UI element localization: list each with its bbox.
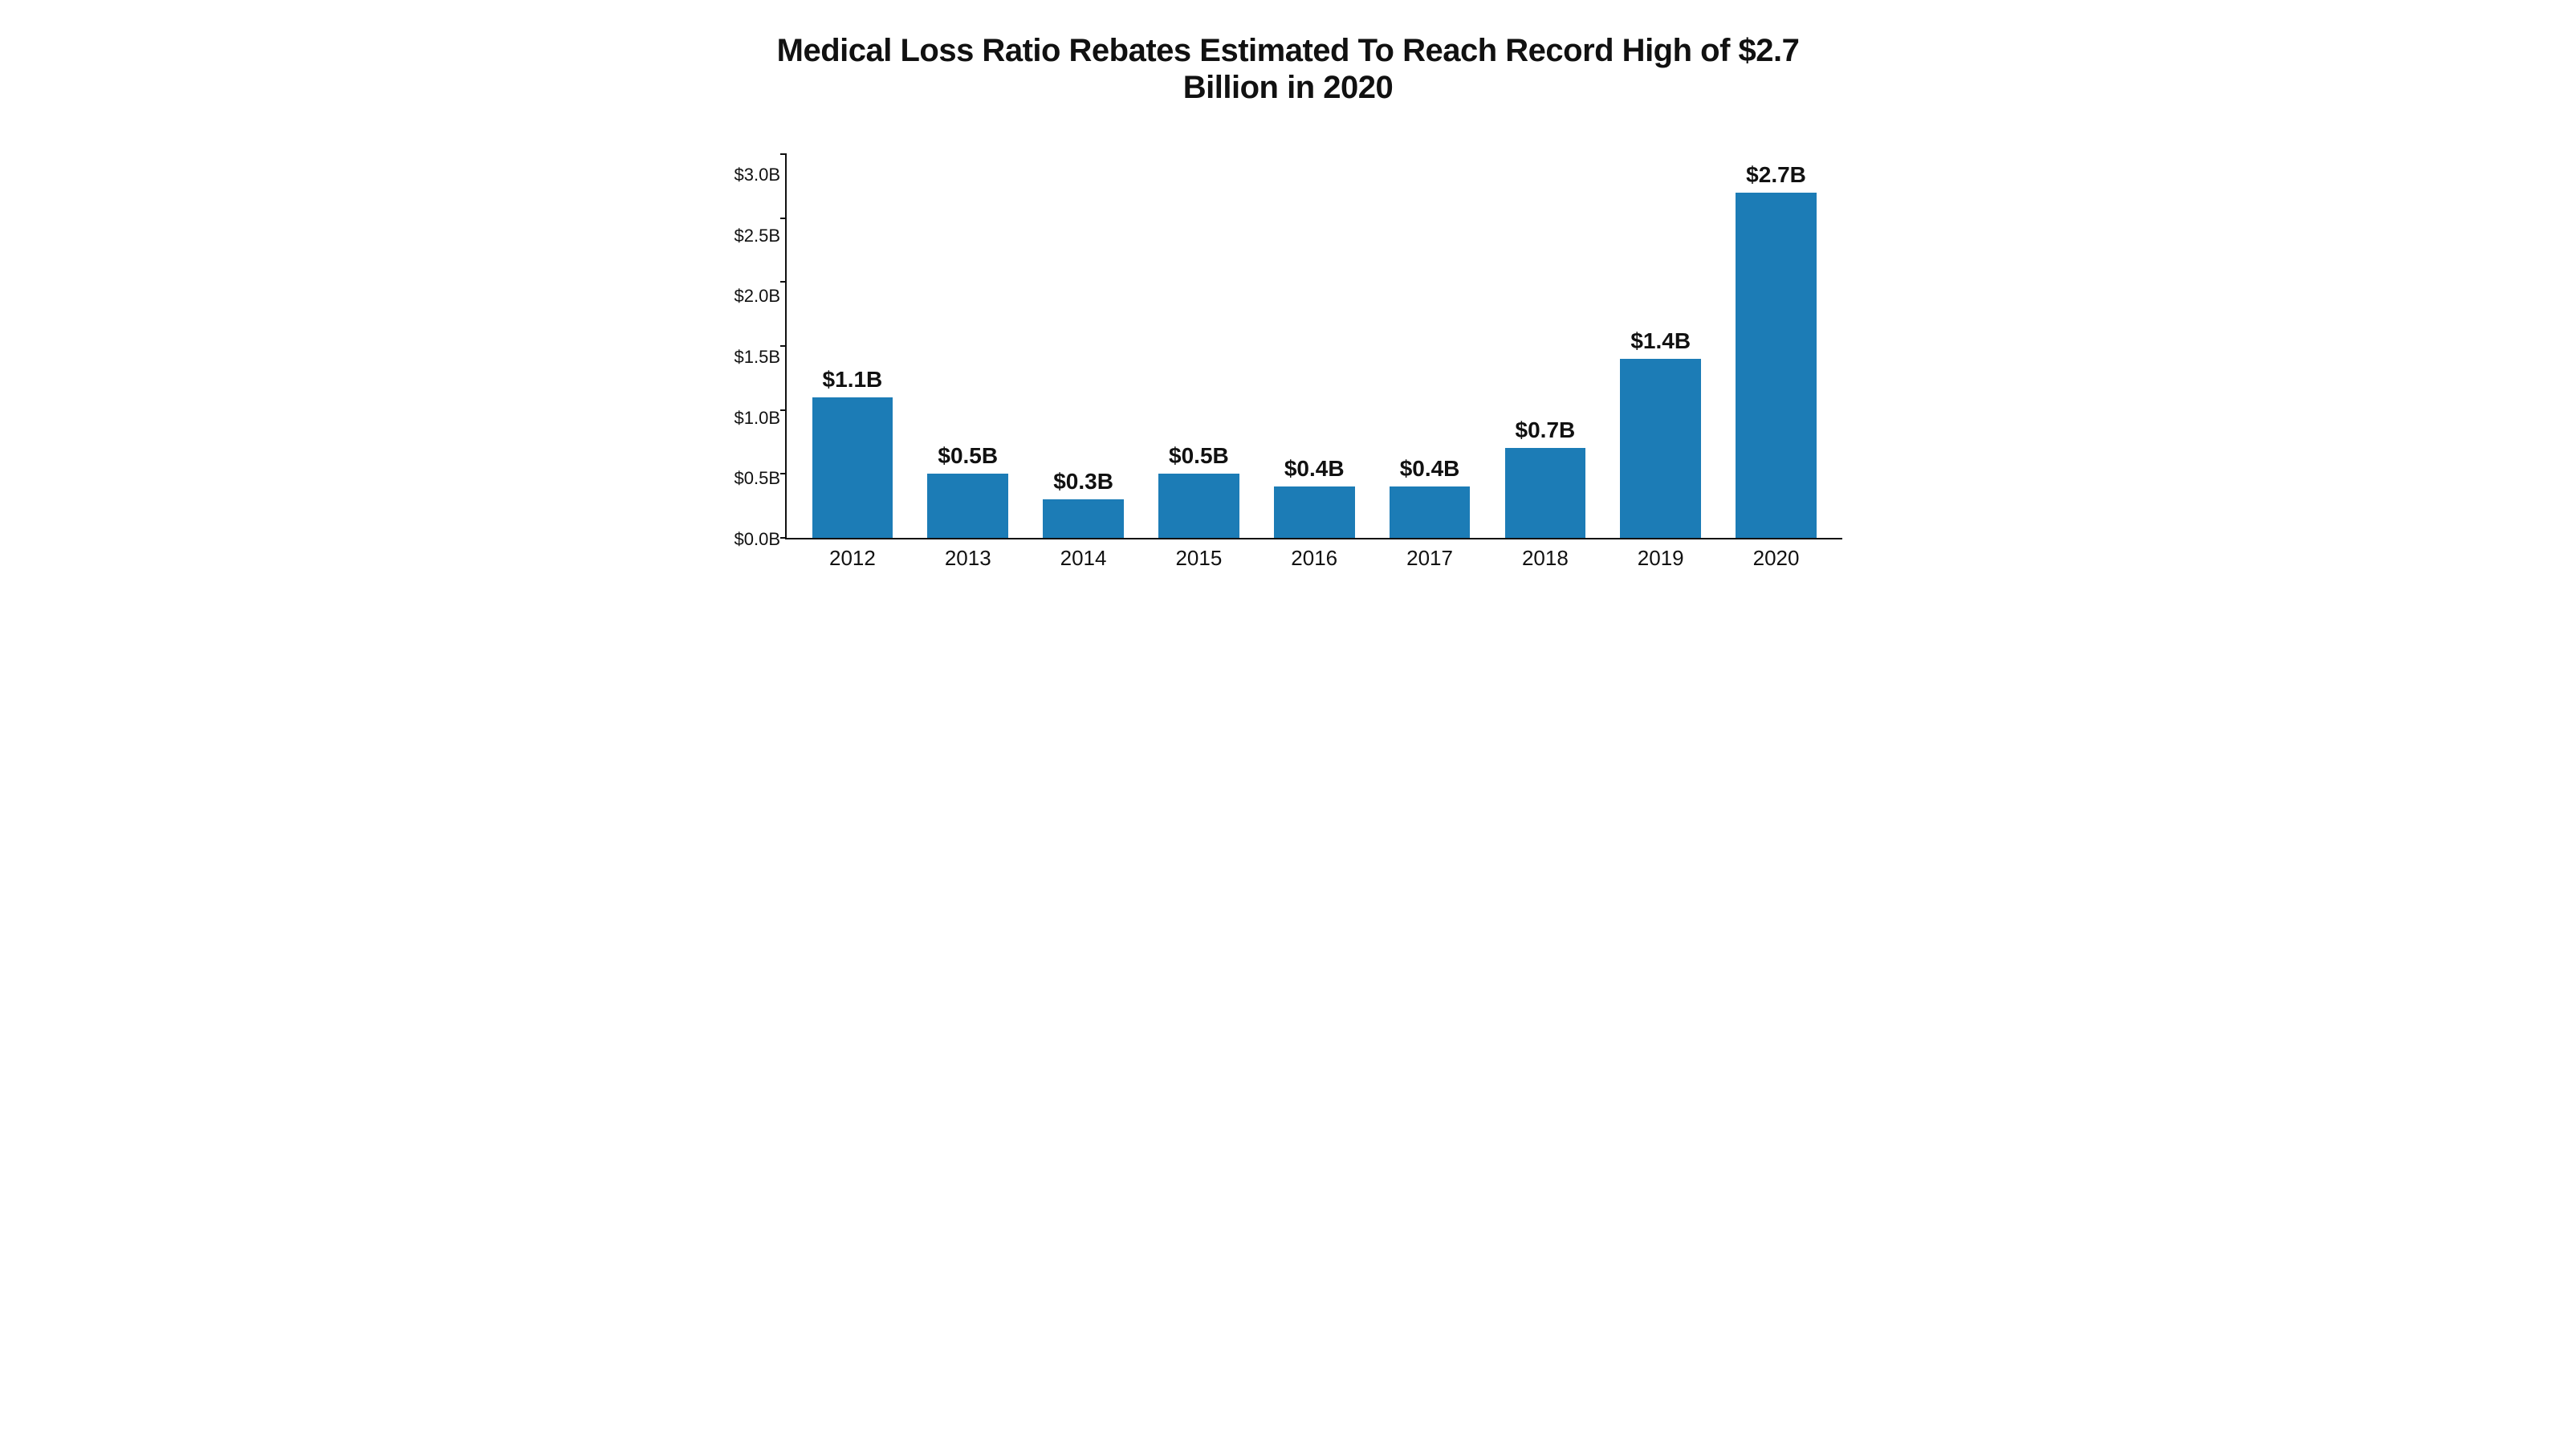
bar xyxy=(927,474,1008,538)
chart-page: Medical Loss Ratio Rebates Estimated To … xyxy=(694,0,1882,603)
y-tick-label: $2.5B xyxy=(735,226,781,246)
bar-value-label: $0.3B xyxy=(1053,469,1113,495)
bar-slot: $0.5B xyxy=(1141,154,1256,538)
bar-slot: $0.4B xyxy=(1256,154,1372,538)
bar-slot: $0.4B xyxy=(1372,154,1487,538)
y-tick-label: $2.0B xyxy=(735,286,781,307)
y-tick-mark xyxy=(780,409,787,411)
y-tick-mark xyxy=(780,281,787,283)
y-tick-label: $0.5B xyxy=(735,468,781,489)
x-labels: 201220132014201520162017201820192020 xyxy=(787,546,1842,571)
y-tick-mark xyxy=(780,473,787,474)
bar-slot: $0.5B xyxy=(910,154,1026,538)
bar xyxy=(1043,499,1124,538)
y-tick-mark xyxy=(780,345,787,347)
bar xyxy=(1736,193,1817,538)
x-tick-label: 2017 xyxy=(1372,546,1487,571)
bar-slot: $0.3B xyxy=(1026,154,1141,538)
y-tick-label: $0.0B xyxy=(735,529,781,550)
bar-value-label: $0.4B xyxy=(1400,456,1460,482)
bar-slot: $0.7B xyxy=(1487,154,1603,538)
bar xyxy=(812,397,893,538)
x-tick-label: 2020 xyxy=(1719,546,1834,571)
bar-value-label: $2.7B xyxy=(1746,162,1806,188)
bar-value-label: $0.7B xyxy=(1516,417,1576,443)
bar-value-label: $0.5B xyxy=(938,443,998,469)
x-tick-label: 2016 xyxy=(1256,546,1372,571)
x-axis: 201220132014201520162017201820192020 xyxy=(735,546,1842,571)
bar-value-label: $1.4B xyxy=(1630,328,1691,354)
y-tick-mark xyxy=(780,537,787,539)
bar-chart: $3.0B $2.5B $2.0B $1.5B $1.0B $0.5B $0.0B $1.1… xyxy=(735,154,1842,571)
x-tick-label: 2013 xyxy=(910,546,1026,571)
bars-container: $1.1B $0.5B $0.3B $0.5B $0.4B $0.4B $0.7B $1.4B… xyxy=(787,154,1842,538)
bar xyxy=(1505,448,1586,538)
plot-row: $3.0B$2.5B$2.0B$1.5B$1.0B$0.5B$0.0B $1.1… xyxy=(735,154,1842,539)
bar-slot: $1.1B xyxy=(795,154,910,538)
bar-value-label: $0.4B xyxy=(1284,456,1345,482)
y-tick-label: $1.5B xyxy=(735,347,781,368)
x-tick-label: 2019 xyxy=(1603,546,1719,571)
plot-area: $1.1B $0.5B $0.3B $0.5B $0.4B $0.4B $0.7B $1.4B… xyxy=(785,154,1842,539)
bar xyxy=(1158,474,1239,538)
x-tick-label: 2018 xyxy=(1487,546,1603,571)
bar xyxy=(1620,359,1701,538)
bar xyxy=(1390,486,1471,538)
bar-value-label: $1.1B xyxy=(823,367,883,393)
bar-slot: $1.4B xyxy=(1603,154,1719,538)
x-tick-label: 2014 xyxy=(1026,546,1141,571)
bar-value-label: $0.5B xyxy=(1169,443,1229,469)
chart-title: Medical Loss Ratio Rebates Estimated To … xyxy=(735,32,1842,106)
y-tick-mark xyxy=(780,153,787,155)
y-tick-mark xyxy=(780,218,787,219)
x-tick-label: 2015 xyxy=(1141,546,1256,571)
y-tick-label: $3.0B xyxy=(735,165,781,185)
x-tick-label: 2012 xyxy=(795,546,910,571)
bar xyxy=(1274,486,1355,538)
y-axis: $3.0B$2.5B$2.0B$1.5B$1.0B$0.5B$0.0B xyxy=(735,154,786,539)
bar-slot: $2.7B xyxy=(1719,154,1834,538)
y-tick-marks xyxy=(780,154,787,538)
y-tick-label: $1.0B xyxy=(735,408,781,429)
